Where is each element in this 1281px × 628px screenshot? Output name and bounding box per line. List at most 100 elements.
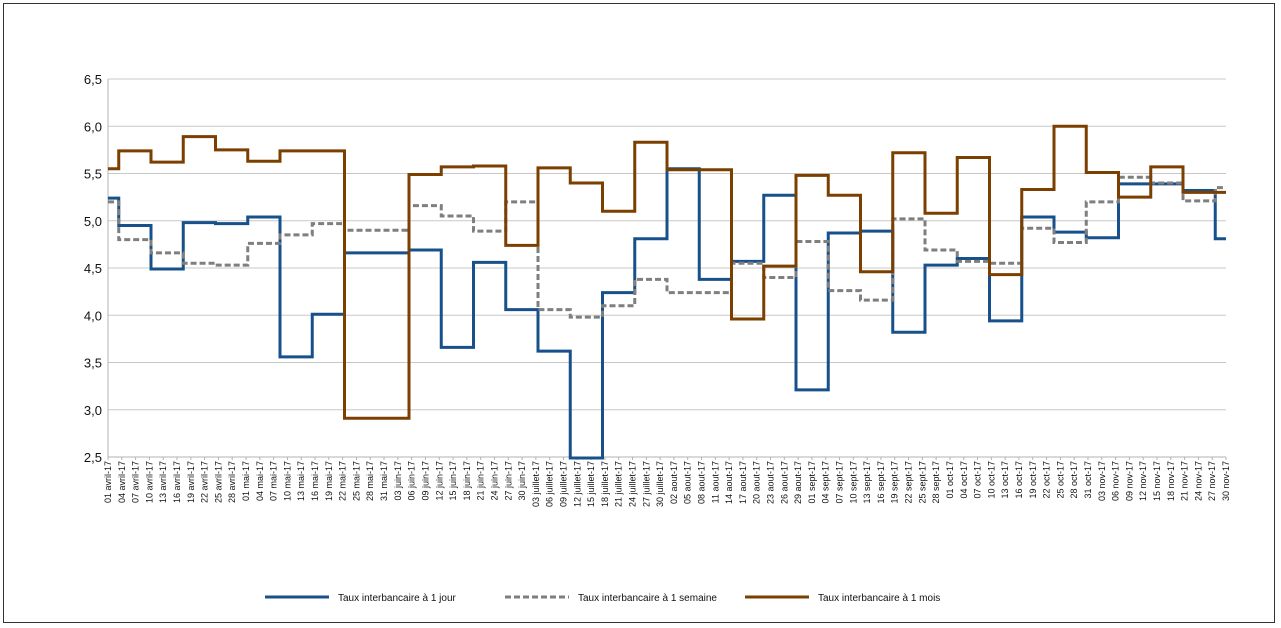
x-tick-label: 16 oct-17 [1014,461,1024,499]
x-tick-label: 19 oct-17 [1028,461,1038,499]
x-tick-label: 10 sept-17 [848,461,858,504]
x-tick-label: 17 aout-17 [738,461,748,504]
x-tick-label: 07 oct-17 [973,461,983,499]
x-tick-label: 10 oct-17 [986,461,996,499]
x-tick-label: 13 sept-17 [862,461,872,504]
x-tick-label: 25 oct-17 [1055,461,1065,499]
series-line-3 [108,124,1226,420]
y-tick-label: 2,5 [84,450,102,465]
x-tick-label: 09 juin-17 [420,461,430,501]
x-tick-label: 01 sept-17 [807,461,817,504]
y-tick-label: 6,0 [84,119,102,134]
y-tick-label: 5,0 [84,214,102,229]
x-tick-label: 24 nov-17 [1193,461,1203,501]
x-tick-label: 24 juillet-17 [627,461,637,507]
x-tick-label: 15 nov-17 [1152,461,1162,501]
chart-frame [3,3,1275,623]
x-tick-labels: 01 avril-17 04 avril-17 07 avril-17 10 avri… [103,461,1231,507]
x-tick-label: 19 sept-17 [890,461,900,504]
series-layer [108,124,1226,460]
x-tick-label: 16 mai-17 [310,461,320,501]
x-tick-label: 04 avril-17 [117,461,127,503]
x-tick-label: 11 aout-17 [710,461,720,503]
series-line-2 [108,175,1226,319]
x-tick-label: 03 juillet-17 [531,461,541,507]
y-tick-label: 4,0 [84,308,102,323]
legend-label-2: Taux interbancaire à 1 semaine [578,593,717,604]
x-tick-label: 27 nov-17 [1207,461,1217,501]
x-tick-label: 07 sept-17 [835,461,845,504]
series-line-1 [108,167,1226,460]
x-tick-label: 03 nov-17 [1097,461,1107,501]
grid-layer [108,78,1226,458]
x-tick-label: 29 aout-17 [793,461,803,504]
x-tick-label: 21 juin-17 [476,461,486,501]
x-tick-label: 05 aout-17 [683,461,693,504]
x-tick-label: 22 mai-17 [338,461,348,501]
x-tick-label: 23 aout-17 [766,461,776,504]
x-tick-label: 10 mai-17 [282,461,292,501]
x-tick-label: 04 mai-17 [255,461,265,501]
x-tick-label: 21 juillet-17 [614,461,624,507]
x-tick-label: 22 avril-17 [200,461,210,503]
x-tick-label: 30 juin-17 [517,461,527,501]
y-tick-label: 3,5 [84,356,102,371]
x-tick-label: 26 aout-17 [779,461,789,504]
y-tick-label: 4,5 [84,261,102,276]
x-tick-label: 03 juin-17 [393,461,403,501]
x-tick-label: 13 mai-17 [296,461,306,501]
x-tick-label: 06 juin-17 [407,461,417,501]
x-tick-label: 14 aout-17 [724,461,734,504]
x-tick-label: 28 sept-17 [931,461,941,504]
x-tick-label: 12 juin-17 [434,461,444,501]
y-tick-label: 5,5 [84,167,102,182]
x-tick-label: 04 sept-17 [821,461,831,504]
x-tick-label: 30 juillet-17 [655,461,665,507]
x-tick-label: 12 nov-17 [1138,461,1148,501]
x-tick-label: 28 oct-17 [1069,461,1079,499]
x-tick-label: 25 sept-17 [917,461,927,504]
x-tick-label: 07 mai-17 [269,461,279,501]
x-tick-label: 16 sept-17 [876,461,886,504]
x-tick-label: 30 nov-17 [1221,461,1231,501]
x-tick-label: 25 mai-17 [351,461,361,501]
axis-layer: 2,5 3,0 3,5 4,0 4,5 5,0 5,5 6,0 6,5 [84,72,1227,465]
x-tick-label: 18 juillet-17 [600,461,610,507]
x-tick-label: 08 aout-17 [697,461,707,504]
x-tick-label: 18 juin-17 [462,461,472,501]
x-tick-label: 20 aout-17 [752,461,762,504]
x-tick-label: 16 avril-17 [172,461,182,503]
x-tick-label: 27 juin-17 [503,461,513,501]
x-tick-label: 15 juillet-17 [586,461,596,507]
x-tick-label: 13 avril-17 [158,461,168,503]
x-tick-label: 01 avril-17 [103,461,113,503]
x-tick-label: 28 avril-17 [227,461,237,503]
legend-label-1: Taux interbancaire à 1 jour [338,593,457,604]
x-tick-label: 01 mai-17 [241,461,251,501]
x-tick-label: 09 nov-17 [1124,461,1134,501]
x-tick-label: 31 oct-17 [1083,461,1093,499]
x-tick-label: 12 juillet-17 [572,461,582,507]
x-tick-label: 25 avril-17 [213,461,223,503]
x-tick-label: 07 avril-17 [131,461,141,503]
x-tick-label: 24 juin-17 [489,461,499,501]
x-tick-label: 18 nov-17 [1166,461,1176,501]
x-tick-label: 21 nov-17 [1180,461,1190,501]
x-tick-label: 28 mai-17 [365,461,375,501]
x-tick-label: 15 juin-17 [448,461,458,501]
x-tick-label: 19 avril-17 [186,461,196,503]
x-tick-label: 22 sept-17 [904,461,914,504]
x-tick-label: 10 avril-17 [144,461,154,503]
x-tick-label: 13 oct-17 [1000,461,1010,499]
x-tick-label: 31 mai-17 [379,461,389,501]
x-tick-label: 04 oct-17 [959,461,969,499]
legend: Taux interbancaire à 1 jour Taux interban… [265,593,940,604]
x-tick-label: 02 aout-17 [669,461,679,504]
y-tick-label: 6,5 [84,72,102,87]
y-tick-label: 3,0 [84,403,102,418]
x-tick-label: 27 juillet-17 [641,461,651,507]
x-tick-label: 09 juillet-17 [558,461,568,507]
x-tick-label: 01 oct-17 [945,461,955,499]
x-tick-label: 19 mai-17 [324,461,334,501]
